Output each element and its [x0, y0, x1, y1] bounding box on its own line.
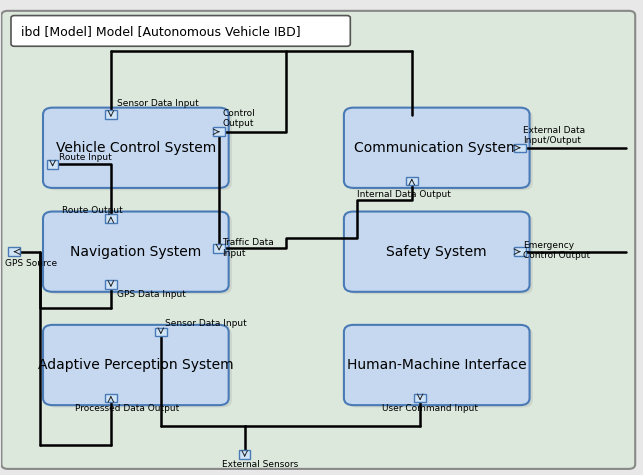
- Text: Sensor Data Input: Sensor Data Input: [165, 319, 246, 328]
- FancyBboxPatch shape: [43, 108, 229, 188]
- Text: Processed Data Output: Processed Data Output: [75, 404, 179, 413]
- Bar: [414, 394, 426, 402]
- Text: Emergency
Control Output: Emergency Control Output: [523, 241, 590, 260]
- Text: External Sensors: External Sensors: [222, 460, 298, 469]
- Bar: [8, 247, 20, 256]
- Text: GPS Data Input: GPS Data Input: [116, 290, 185, 299]
- Bar: [105, 394, 116, 402]
- Bar: [105, 214, 116, 223]
- Bar: [213, 127, 225, 136]
- FancyBboxPatch shape: [347, 327, 533, 408]
- FancyBboxPatch shape: [347, 110, 533, 190]
- Text: Route Output: Route Output: [62, 206, 123, 215]
- FancyBboxPatch shape: [344, 211, 530, 292]
- FancyBboxPatch shape: [46, 214, 232, 294]
- FancyBboxPatch shape: [43, 211, 229, 292]
- Text: Route Input: Route Input: [59, 153, 112, 162]
- FancyBboxPatch shape: [344, 108, 530, 188]
- Bar: [47, 160, 59, 169]
- Bar: [105, 111, 116, 119]
- Text: Communication System: Communication System: [354, 141, 520, 155]
- Text: User Command Input: User Command Input: [383, 404, 478, 413]
- Text: ibd [Model] Model [Autonomous Vehicle IBD]: ibd [Model] Model [Autonomous Vehicle IB…: [21, 25, 300, 38]
- Bar: [213, 244, 225, 253]
- Text: Human-Machine Interface: Human-Machine Interface: [347, 358, 527, 372]
- FancyBboxPatch shape: [43, 325, 229, 405]
- FancyBboxPatch shape: [1, 11, 635, 469]
- Bar: [155, 328, 167, 336]
- Text: External Data
Input/Output: External Data Input/Output: [523, 126, 585, 145]
- Text: Traffic Data
Input: Traffic Data Input: [222, 238, 274, 257]
- FancyBboxPatch shape: [11, 16, 350, 46]
- Bar: [514, 143, 526, 152]
- FancyBboxPatch shape: [347, 214, 533, 294]
- Bar: [406, 177, 417, 185]
- Bar: [239, 450, 250, 459]
- Text: Adaptive Perception System: Adaptive Perception System: [38, 358, 233, 372]
- Text: Control
Output: Control Output: [222, 109, 255, 128]
- Text: Vehicle Control System: Vehicle Control System: [56, 141, 216, 155]
- FancyBboxPatch shape: [344, 325, 530, 405]
- Text: Internal Data Output: Internal Data Output: [357, 190, 451, 200]
- FancyBboxPatch shape: [46, 110, 232, 190]
- Text: Navigation System: Navigation System: [70, 245, 201, 259]
- Bar: [105, 280, 116, 289]
- Text: Safety System: Safety System: [386, 245, 487, 259]
- Bar: [514, 247, 526, 256]
- Text: Sensor Data Input: Sensor Data Input: [116, 99, 199, 108]
- FancyBboxPatch shape: [46, 327, 232, 408]
- Text: GPS Source: GPS Source: [5, 259, 57, 268]
